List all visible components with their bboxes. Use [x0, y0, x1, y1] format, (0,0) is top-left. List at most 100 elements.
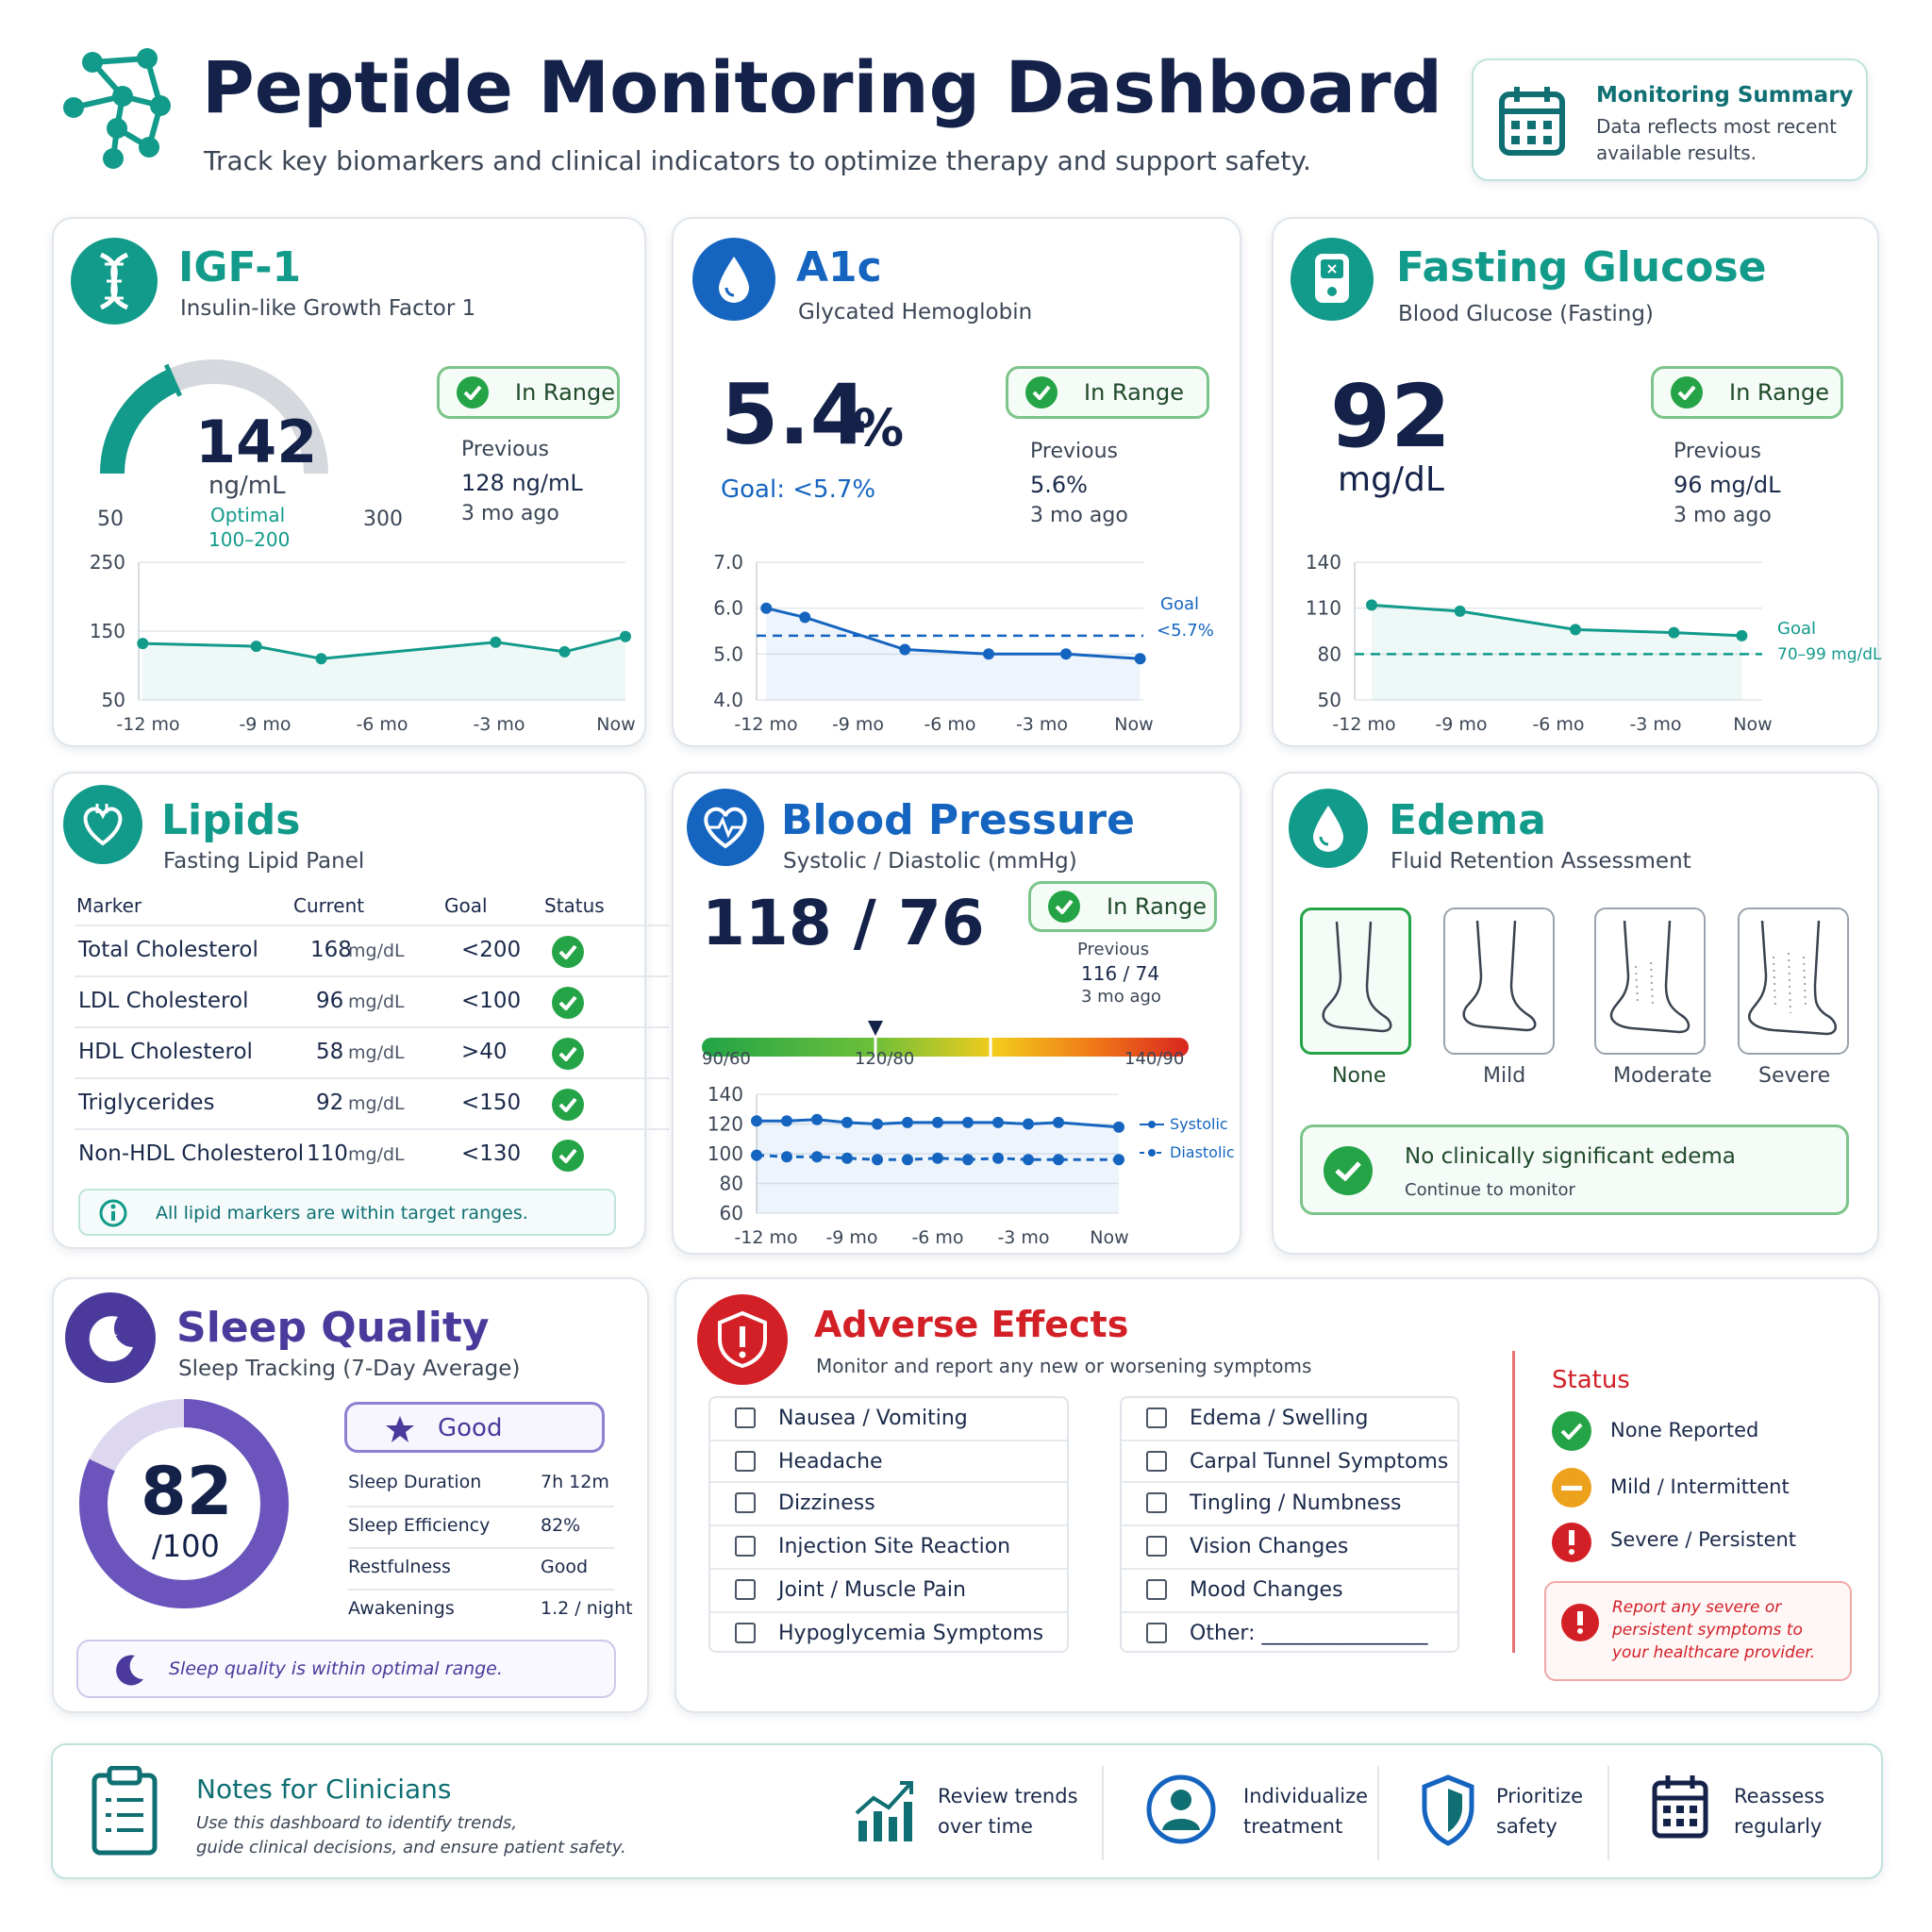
data-point: [1668, 626, 1680, 639]
data-point: [1570, 624, 1581, 636]
sleep-rating-badge: Good: [344, 1402, 605, 1453]
x-tick-label: -12 mo: [734, 714, 797, 735]
check-icon: [1048, 891, 1080, 923]
symptom-item[interactable]: Vision Changes: [1122, 1524, 1457, 1566]
note-item-1-line-2: over time: [938, 1815, 1033, 1838]
checkbox[interactable]: [1146, 1536, 1167, 1557]
y-tick-label: 110: [1306, 597, 1341, 620]
bp-prev-value: 116 / 74: [1081, 962, 1160, 985]
sleep-metric-row: Sleep Duration 7h 12m: [348, 1466, 614, 1507]
data-point: [1113, 1121, 1124, 1133]
glucose-value: 92: [1330, 366, 1452, 467]
data-point: [811, 1151, 823, 1163]
notes-text-2: guide clinical decisions, and ensure pat…: [196, 1838, 626, 1857]
lipid-goal: >40: [461, 1040, 508, 1064]
moon-stars-icon: [65, 1292, 156, 1383]
glucose-prev-value: 96 mg/dL: [1674, 472, 1781, 498]
data-point: [1134, 653, 1146, 665]
data-point: [992, 1152, 1004, 1164]
check-icon: [552, 1089, 584, 1121]
data-point: [1113, 1154, 1124, 1166]
table-row: LDL Cholesterol 96 mg/dL <100: [75, 975, 669, 1026]
data-point: [1053, 1116, 1064, 1128]
symptom-item[interactable]: Carpal Tunnel Symptoms: [1122, 1440, 1457, 1481]
sleep-metric-label: Sleep Duration: [348, 1472, 482, 1492]
x-tick-label: -6 mo: [1532, 714, 1584, 735]
checkbox[interactable]: [735, 1492, 756, 1513]
lipid-unit: mg/dL: [348, 941, 405, 961]
symptom-item[interactable]: Nausea / Vomiting: [710, 1398, 1067, 1440]
y-tick-label: 4.0: [713, 689, 743, 711]
bp-legend-marks: [1140, 1121, 1164, 1157]
checkbox[interactable]: [1146, 1451, 1167, 1472]
symptom-item[interactable]: Tingling / Numbness: [1122, 1481, 1457, 1523]
a1c-value: 5.4: [721, 366, 868, 463]
col-goal-header: Goal: [444, 894, 488, 917]
alert-text-3: your healthcare provider.: [1612, 1643, 1816, 1662]
info-icon: [99, 1199, 127, 1227]
igf1-status: In Range: [515, 379, 615, 406]
edema-option-severe[interactable]: [1738, 908, 1849, 1055]
alert-box: Report any severe or persistent symptoms…: [1544, 1581, 1852, 1681]
monitoring-summary-box: Monitoring Summary Data reflects most re…: [1472, 58, 1868, 181]
igf1-gauge-min: 50: [97, 508, 124, 531]
checkbox[interactable]: [735, 1623, 756, 1643]
note-item-3-line-1: Prioritize: [1496, 1785, 1584, 1807]
symptom-label: Other: ________________: [1190, 1622, 1428, 1645]
lipid-goal: <130: [461, 1141, 522, 1166]
sleep-metric-value: 82%: [541, 1515, 581, 1536]
symptom-item[interactable]: Other: ________________: [1122, 1611, 1457, 1653]
symptom-item[interactable]: Edema / Swelling: [1122, 1398, 1457, 1440]
data-point: [760, 602, 773, 614]
symptom-label: Hypoglycemia Symptoms: [778, 1622, 1044, 1645]
edema-option-none[interactable]: [1300, 908, 1411, 1055]
lipid-goal: <150: [461, 1091, 522, 1115]
edema-card: Edema Fluid Retention Assessment None Mi…: [1272, 772, 1879, 1255]
foot-icon: [1322, 921, 1392, 1033]
symptom-item[interactable]: Joint / Muscle Pain: [710, 1568, 1067, 1609]
checkbox[interactable]: [735, 1407, 756, 1428]
checkbox[interactable]: [1146, 1492, 1167, 1513]
x-tick-label: Now: [1090, 1227, 1128, 1248]
lipid-unit: mg/dL: [348, 1144, 405, 1165]
y-tick-label: 60: [720, 1202, 743, 1224]
glucose-prev-when: 3 mo ago: [1674, 504, 1772, 527]
edema-option-mild[interactable]: [1443, 908, 1555, 1055]
lipids-title: Lipids: [161, 796, 301, 844]
glucose-status-badge: In Range: [1651, 366, 1843, 419]
igf1-gauge: [100, 359, 328, 475]
checkbox[interactable]: [735, 1536, 756, 1557]
sleep-metric-row: Restfulness Good: [348, 1549, 614, 1591]
symptom-label: Carpal Tunnel Symptoms: [1190, 1450, 1449, 1474]
sleep-subtitle: Sleep Tracking (7-Day Average): [178, 1357, 521, 1381]
symptom-label: Tingling / Numbness: [1190, 1491, 1402, 1515]
heart-organ-icon: [63, 785, 142, 864]
symptom-item[interactable]: Headache: [710, 1440, 1067, 1481]
symptom-label: Nausea / Vomiting: [778, 1407, 968, 1430]
edema-option-moderate[interactable]: [1594, 908, 1706, 1055]
sleep-card: Sleep Quality Sleep Tracking (7-Day Aver…: [52, 1277, 649, 1713]
a1c-prev-value: 5.6%: [1030, 472, 1088, 498]
symptom-item[interactable]: Mood Changes: [1122, 1568, 1457, 1609]
data-point: [962, 1154, 974, 1166]
check-icon: [1025, 376, 1058, 408]
x-tick-label: Now: [1114, 714, 1153, 735]
checkbox[interactable]: [1146, 1579, 1167, 1600]
symptom-label: Joint / Muscle Pain: [778, 1578, 966, 1602]
check-icon: [1671, 376, 1703, 408]
swollen-foot-icon: [1609, 920, 1690, 1034]
symptom-item[interactable]: Injection Site Reaction: [710, 1524, 1067, 1566]
trend-chart-icon: [855, 1781, 913, 1841]
x-tick-label: -3 mo: [1629, 714, 1681, 735]
sleep-metric-label: Sleep Efficiency: [348, 1515, 491, 1536]
checkbox[interactable]: [1146, 1407, 1167, 1428]
checkbox[interactable]: [735, 1579, 756, 1600]
edema-label-none: None: [1332, 1064, 1387, 1088]
symptom-item[interactable]: Hypoglycemia Symptoms: [710, 1611, 1067, 1653]
lipid-value: 92: [316, 1091, 344, 1115]
checkbox[interactable]: [1146, 1623, 1167, 1643]
checkbox[interactable]: [735, 1451, 756, 1472]
symptom-item[interactable]: Dizziness: [710, 1481, 1067, 1523]
divider: [1102, 1766, 1104, 1860]
data-point: [751, 1115, 762, 1127]
